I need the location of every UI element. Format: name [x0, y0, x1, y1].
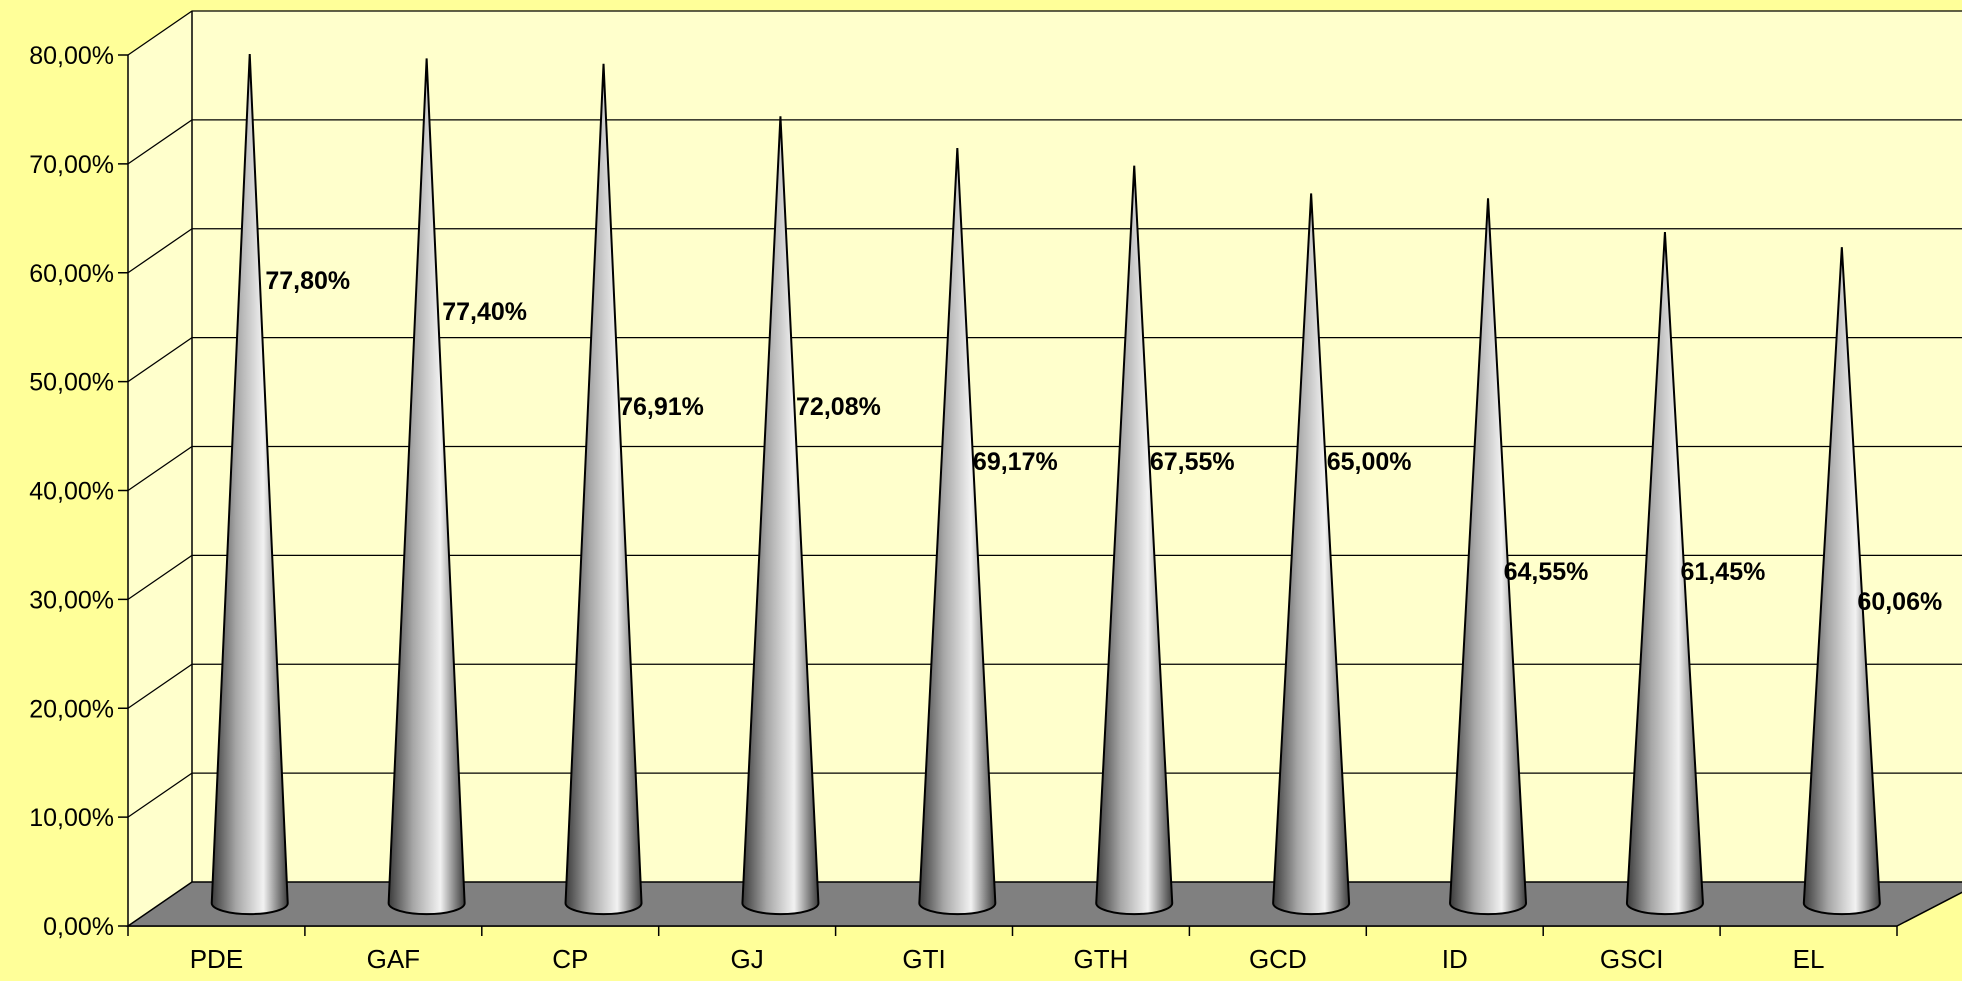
y-tick-label: 80,00% [29, 42, 114, 70]
cone-body [1449, 198, 1528, 916]
x-tick-label: GCD [1249, 944, 1307, 974]
cone-bar [1095, 165, 1174, 916]
y-tick-label: 50,00% [29, 369, 114, 397]
cone-bar [387, 58, 466, 916]
y-tick-label: 30,00% [29, 586, 114, 614]
data-label: 65,00% [1327, 448, 1412, 476]
cone-body [918, 147, 997, 916]
data-label: 67,55% [1150, 448, 1235, 476]
cone-body [1272, 193, 1351, 916]
cone-body [741, 116, 820, 916]
x-tick-label: GAF [367, 944, 420, 974]
data-label: 64,55% [1504, 558, 1589, 586]
data-label: 60,06% [1857, 588, 1942, 616]
cone-body [210, 54, 289, 916]
cone-bar [210, 54, 289, 916]
cone-body [1802, 247, 1881, 916]
gridline [127, 336, 1962, 383]
x-tick-label: GJ [731, 944, 764, 974]
data-label: 61,45% [1681, 558, 1766, 586]
gridline [127, 554, 1962, 600]
gridline [127, 119, 1962, 165]
y-tick-label: 0,00% [43, 913, 114, 941]
data-label: 76,91% [619, 393, 704, 421]
cone-bar [918, 147, 997, 916]
data-label: 77,80% [265, 267, 350, 295]
x-tick-label: ID [1442, 944, 1468, 974]
y-tick-label: 20,00% [29, 695, 114, 723]
data-label: 72,08% [796, 393, 881, 421]
gridline [127, 445, 1962, 492]
x-tick-label: GTI [902, 944, 945, 974]
data-label: 69,17% [973, 448, 1058, 476]
cone-bar [1802, 247, 1881, 916]
gridline [127, 663, 1962, 709]
x-tick-label: GTH [1074, 944, 1129, 974]
y-tick-label: 10,00% [29, 804, 114, 832]
y-tick-label: 40,00% [29, 478, 114, 506]
cone-body [387, 58, 466, 916]
gridline [127, 228, 1962, 274]
gridline [127, 772, 1962, 818]
x-tick-label: GSCI [1600, 944, 1664, 974]
x-tick-label: PDE [190, 944, 243, 974]
cone-body [564, 63, 643, 916]
cone-bar [1625, 232, 1704, 916]
cone-bar [564, 63, 643, 916]
cone-body [1095, 165, 1174, 916]
x-tick-label: CP [552, 944, 588, 974]
y-tick-label: 70,00% [29, 151, 114, 179]
y-tick-label: 60,00% [29, 260, 114, 288]
data-label: 77,40% [442, 298, 527, 326]
cone-bar [1449, 198, 1528, 916]
gridline [127, 10, 1962, 56]
cone-bar [1272, 193, 1351, 916]
cone-bar [741, 116, 820, 916]
cone-body [1625, 232, 1704, 916]
x-tick-label: EL [1793, 944, 1825, 974]
